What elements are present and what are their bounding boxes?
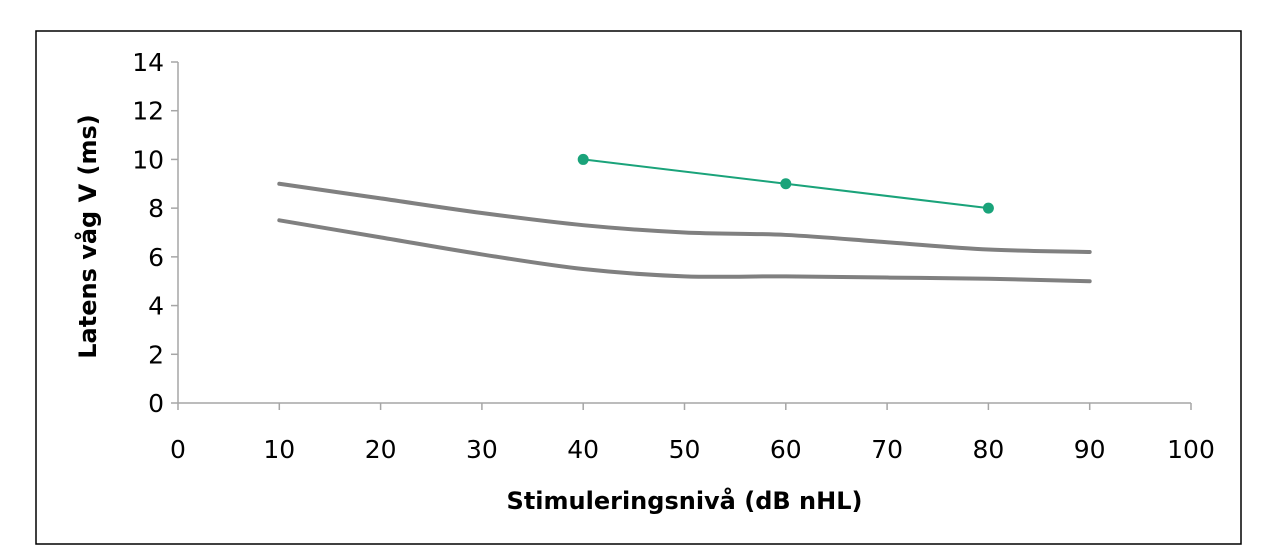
x-tick-label: 70 — [871, 435, 903, 464]
axes: 0 2 4 6 8 10 12 14 0 10 20 30 40 50 60 70 80 90 100 — [132, 48, 1215, 464]
x-tick-label: 20 — [365, 435, 397, 464]
y-tick-label: 14 — [132, 48, 164, 77]
y-tick-label: 2 — [148, 340, 164, 369]
chart-border — [35, 30, 1242, 545]
axis-labels: Stimuleringsnivå (dB nHL) Latens våg V (m… — [73, 114, 862, 515]
series-layer — [277, 153, 1092, 284]
y-tick-label: 10 — [132, 145, 164, 174]
series-line-norm-lower — [277, 218, 1092, 284]
x-axis-title: Stimuleringsnivå (dB nHL) — [507, 486, 863, 515]
y-tick-label: 6 — [148, 243, 164, 272]
x-tick-label: 90 — [1074, 435, 1106, 464]
x-tick-label: 100 — [1167, 435, 1215, 464]
y-tick-label: 0 — [148, 389, 164, 418]
x-tick-label: 40 — [567, 435, 599, 464]
series-line-norm-upper — [277, 181, 1092, 254]
x-tick-label: 30 — [466, 435, 498, 464]
x-tick-label: 60 — [770, 435, 802, 464]
data-point-measured — [577, 153, 589, 165]
x-tick-label: 80 — [972, 435, 1004, 464]
y-axis-title: Latens våg V (ms) — [73, 114, 102, 359]
data-point-measured — [982, 202, 994, 214]
x-tick-label: 10 — [263, 435, 295, 464]
y-tick-label: 12 — [132, 97, 164, 126]
x-tick-label: 0 — [170, 435, 186, 464]
y-tick-label: 8 — [148, 194, 164, 223]
y-tick-label: 4 — [148, 292, 164, 321]
x-tick-label: 50 — [669, 435, 701, 464]
data-point-measured — [780, 178, 792, 190]
